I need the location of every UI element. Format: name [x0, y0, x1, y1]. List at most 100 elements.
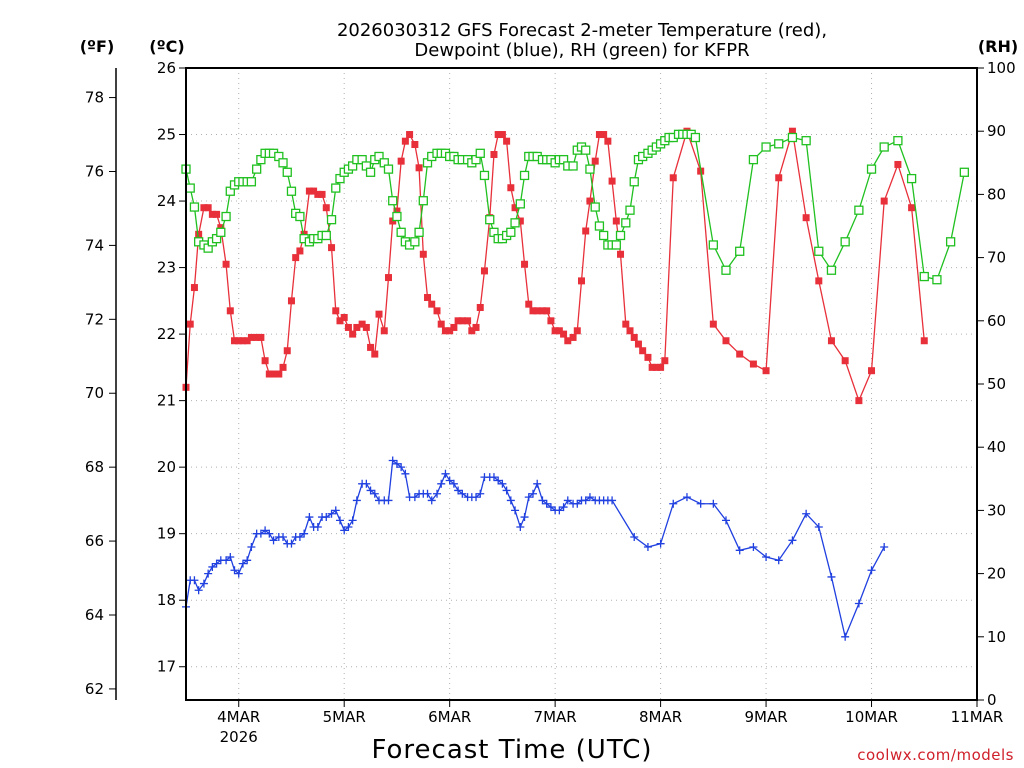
data-point [563, 496, 572, 505]
data-point [945, 237, 956, 247]
data-point [222, 260, 230, 268]
rh-tick-label: 60 [987, 312, 1006, 330]
data-point [506, 227, 516, 237]
fahrenheit-tick-label: 68 [85, 458, 104, 476]
data-point [433, 489, 442, 498]
celsius-tick-label: 17 [157, 658, 176, 676]
data-point [344, 323, 352, 331]
data-point [774, 139, 784, 149]
data-point [479, 170, 490, 181]
data-point [814, 246, 824, 256]
data-point [314, 190, 322, 198]
data-point [332, 307, 340, 315]
x-tick-label: 10MAR [845, 708, 898, 726]
x-tick-label: 7MAR [534, 708, 577, 726]
data-point [802, 214, 810, 222]
x-tick-label: 4MAR [217, 708, 260, 726]
data-point [204, 204, 212, 212]
data-point [352, 496, 361, 505]
data-point [555, 506, 564, 515]
data-point [515, 199, 525, 209]
data-point [656, 539, 665, 548]
rh-tick-label: 50 [987, 375, 1006, 393]
data-point [787, 132, 798, 143]
data-point [634, 340, 642, 348]
data-point [189, 202, 200, 212]
data-point [392, 459, 401, 468]
data-point [630, 533, 639, 542]
data-point [216, 227, 226, 237]
data-point [246, 177, 257, 187]
data-point [749, 542, 758, 551]
celsius-tick-label: 21 [157, 392, 176, 410]
data-point [722, 337, 730, 345]
data-point [560, 330, 568, 338]
data-point [932, 275, 942, 285]
data-point [437, 479, 446, 488]
data-point [555, 327, 563, 335]
data-point [392, 211, 402, 222]
data-point [600, 131, 608, 139]
data-point [362, 323, 370, 331]
data-point [525, 300, 533, 308]
data-point [498, 131, 506, 139]
data-point [814, 523, 823, 532]
celsius-axis: 17 18 19 20 21 22 23 24 25 26 [157, 59, 186, 676]
data-point [446, 327, 454, 335]
data-point [507, 184, 515, 192]
data-point [573, 499, 582, 508]
data-point [721, 516, 730, 525]
data-point [761, 142, 771, 152]
data-point [321, 230, 331, 241]
data-point [375, 310, 383, 318]
celsius-tick-label: 20 [157, 458, 176, 476]
data-point [195, 230, 203, 238]
data-point [185, 183, 195, 193]
data-point [533, 307, 541, 315]
data-point [441, 327, 449, 335]
data-point [652, 363, 660, 371]
data-point [322, 204, 330, 212]
data-point [788, 536, 797, 545]
data-point [815, 277, 823, 285]
data-point [340, 313, 348, 321]
data-point [279, 533, 288, 542]
data-point [524, 493, 533, 502]
rh-tick-label: 70 [987, 249, 1006, 267]
data-point [261, 357, 269, 365]
data-point [410, 493, 419, 502]
data-point [313, 523, 322, 532]
data-point [867, 566, 876, 575]
data-point [564, 337, 572, 345]
data-point [190, 284, 198, 292]
data-point [586, 197, 594, 205]
data-point [243, 337, 251, 345]
data-point [709, 499, 718, 508]
data-point [581, 145, 591, 155]
data-point [253, 333, 261, 341]
data-point [908, 204, 916, 212]
data-point [305, 513, 314, 522]
rh-unit-label: (RH) [978, 37, 1018, 56]
data-point [275, 370, 283, 378]
data-point [226, 307, 234, 315]
data-point [621, 218, 631, 228]
fahrenheit-tick-label: 74 [85, 236, 104, 254]
data-point [336, 317, 344, 325]
data-point [919, 271, 929, 282]
data-point [762, 552, 771, 561]
data-point [411, 141, 419, 149]
data-point [217, 224, 225, 232]
data-point [213, 210, 221, 218]
fahrenheit-axis: 62 64 66 68 70 72 74 76 78 [85, 89, 116, 698]
data-point [841, 357, 849, 365]
data-point [503, 137, 511, 145]
data-point [344, 523, 353, 532]
data-point [384, 496, 393, 505]
data-point [472, 323, 480, 331]
rh-tick-label: 90 [987, 122, 1006, 140]
data-point [880, 197, 888, 205]
data-point [866, 164, 877, 174]
data-point [669, 174, 677, 182]
